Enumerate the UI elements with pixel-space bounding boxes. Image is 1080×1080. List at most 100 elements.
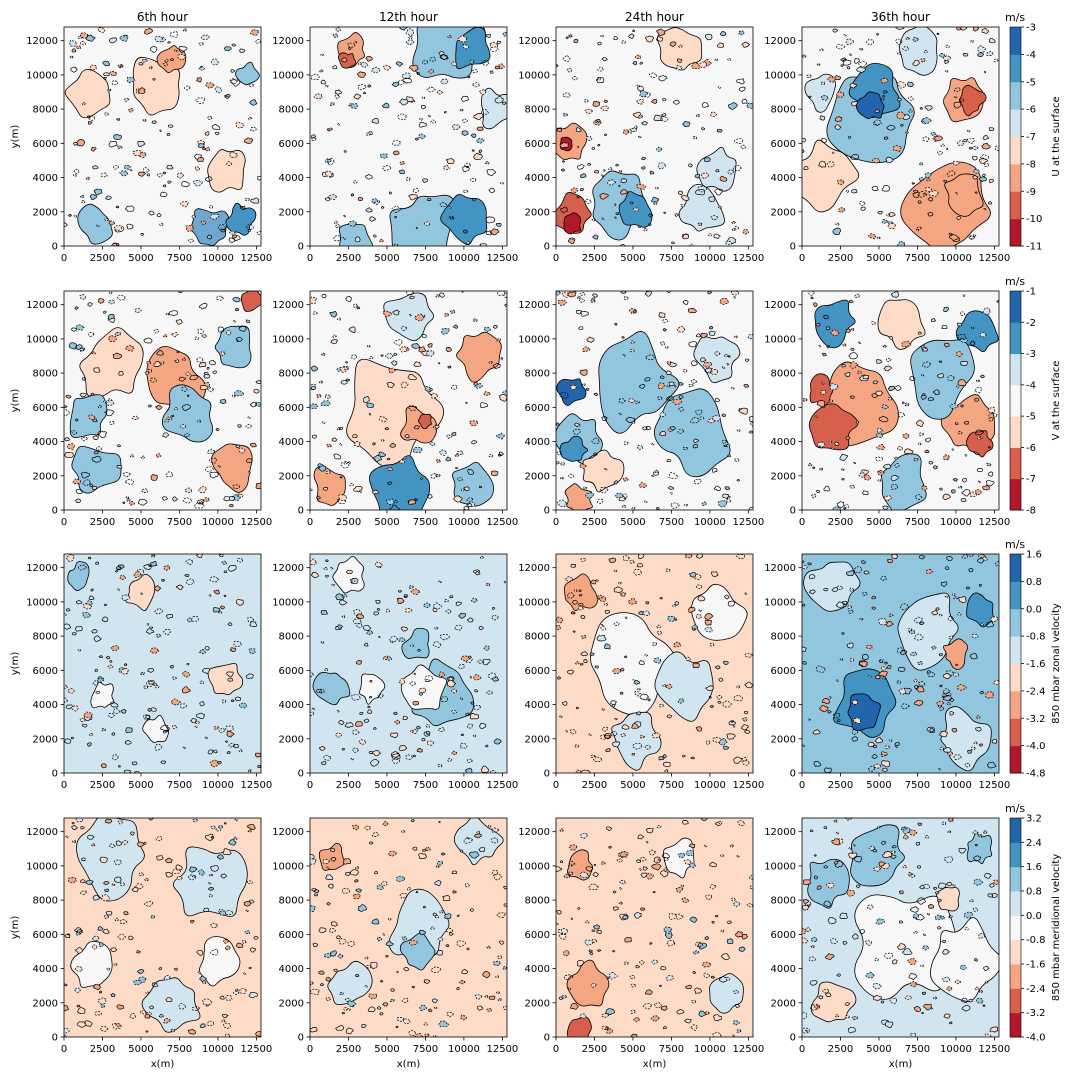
colorbar-label: V at the surface: [1051, 361, 1062, 441]
x-tick-label: 2500: [90, 253, 115, 264]
contour-line: [640, 736, 644, 738]
colorbar-segment: [1010, 291, 1021, 323]
contour-line: [604, 100, 607, 103]
colorbar-tick-label: 2.4: [1026, 838, 1042, 849]
y-tick-label: 2000: [33, 734, 58, 745]
y-tick-label: 0: [52, 1033, 58, 1044]
contour-line: [919, 433, 923, 436]
contour-line: [946, 148, 948, 149]
x-tick-label: 12500: [732, 253, 764, 264]
contour-line: [817, 886, 821, 890]
contour-line: [82, 102, 85, 105]
contour-line: [386, 955, 389, 957]
colorbar-segment: [1010, 664, 1021, 692]
contour-line: [666, 371, 671, 375]
y-tick-label: 10000: [26, 861, 58, 872]
y-tick-label: 4000: [33, 700, 58, 711]
colorbar-tick-label: -4: [1026, 50, 1036, 61]
y-tick-label: 2000: [771, 734, 796, 745]
contour-line: [353, 894, 360, 899]
contour-line: [427, 198, 431, 200]
y-tick-label: 4000: [525, 173, 550, 184]
colorbar-unit: m/s: [1005, 275, 1025, 288]
contour-line: [364, 643, 368, 646]
contour-line: [183, 29, 186, 31]
contour-line: [145, 1014, 150, 1018]
colorbar-label: 850 mbar zonal velocity: [1051, 603, 1062, 724]
y-axis-label: y(m): [10, 125, 21, 149]
contour-line: [162, 579, 165, 581]
contour-line: [750, 885, 755, 888]
contour-line: [576, 310, 581, 314]
x-tick-label: 10000: [202, 517, 234, 528]
contour-line: [99, 991, 101, 993]
contour-line: [717, 129, 722, 132]
contour-line: [967, 750, 971, 753]
x-tick-label: 7500: [167, 253, 192, 264]
contour-line: [722, 414, 726, 417]
colorbar-segment: [1010, 818, 1021, 843]
contour-line: [631, 1010, 635, 1013]
contour-line: [933, 887, 936, 889]
contour-line: [240, 49, 245, 53]
contour-line: [471, 134, 476, 138]
y-tick-label: 10000: [764, 597, 796, 608]
contour-line: [983, 486, 990, 490]
contour-line: [721, 855, 724, 857]
contour-line: [638, 115, 643, 118]
contour-line: [739, 31, 744, 35]
y-tick-label: 0: [544, 1033, 550, 1044]
contour-line: [578, 908, 580, 910]
contour-line: [670, 426, 675, 430]
column-title: 6th hour: [137, 10, 188, 24]
contour-line: [636, 965, 640, 967]
x-tick-label: 2500: [90, 780, 115, 791]
contour-line: [700, 417, 704, 420]
y-tick-label: 8000: [33, 632, 58, 643]
contour-line: [935, 892, 938, 894]
colorbar-tick-label: 0.0: [1026, 604, 1042, 615]
contour-line: [231, 70, 235, 73]
y-tick-label: 4000: [771, 437, 796, 448]
y-tick-label: 12000: [272, 827, 304, 838]
contour-line: [802, 905, 809, 910]
contour-line: [931, 132, 936, 135]
contour-line: [163, 172, 166, 174]
colorbar-tick-label: -1: [1026, 287, 1036, 298]
colorbar-tick-label: -5: [1026, 77, 1036, 88]
y-tick-label: 0: [298, 769, 304, 780]
contour-line: [604, 134, 606, 136]
contour-line: [113, 708, 119, 713]
contour-line: [638, 226, 641, 228]
contour-line: [368, 85, 371, 87]
contour-line: [433, 608, 437, 612]
contour-line: [892, 960, 897, 964]
x-tick-label: 12500: [486, 253, 518, 264]
colorbar-tick-label: -4.8: [1026, 769, 1046, 780]
contour-line: [457, 451, 463, 455]
y-tick-label: 6000: [771, 666, 796, 677]
contour-line: [663, 685, 666, 687]
contour-line: [645, 36, 653, 42]
contour-line: [872, 607, 876, 609]
contour-line: [711, 976, 714, 978]
contour-line: [489, 996, 495, 999]
colorbar-unit: m/s: [1005, 538, 1025, 551]
y-tick-label: 4000: [279, 700, 304, 711]
contour-line: [949, 1022, 952, 1024]
contour-region: [564, 213, 581, 234]
contour-line: [666, 569, 670, 572]
contour-line: [976, 380, 979, 382]
contour-line: [214, 727, 218, 730]
contour-line: [920, 108, 922, 110]
contour-line: [420, 478, 422, 479]
x-tick-label: 10000: [694, 780, 726, 791]
contour-line: [816, 323, 820, 326]
contour-line: [165, 420, 169, 422]
contour-line: [723, 494, 729, 498]
contour-line: [168, 42, 171, 44]
y-tick-label: 6000: [33, 139, 58, 150]
y-tick-label: 4000: [525, 437, 550, 448]
